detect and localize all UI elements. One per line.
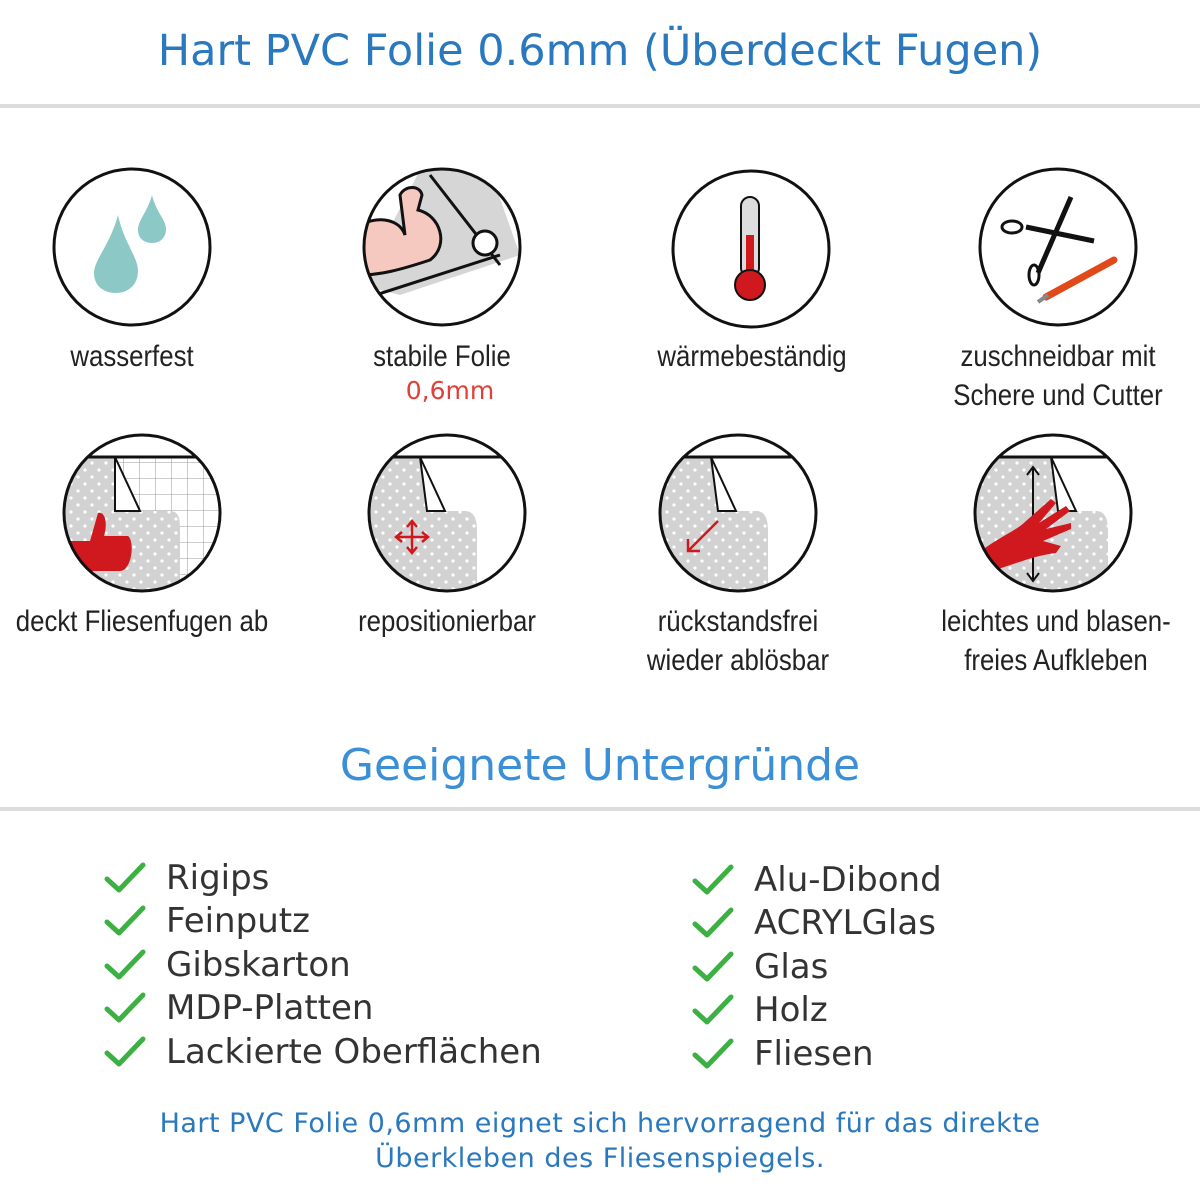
list-item-label: Gibskarton xyxy=(166,945,351,985)
list-item: Fliesen xyxy=(692,1032,874,1076)
feature-label-stabile-folie: stabile Folie xyxy=(373,340,511,373)
water-drops-icon xyxy=(52,167,212,327)
list-item-label: MDP-Platten xyxy=(166,988,374,1028)
hand-smooth-icon xyxy=(973,433,1133,593)
feature-label-fliesenfugen: deckt Fliesenfugen ab xyxy=(15,605,269,638)
feature-label-repositionierbar: repositionierbar xyxy=(358,605,536,638)
divider xyxy=(0,104,1200,108)
list-item: Feinputz xyxy=(104,899,310,943)
checkmark-icon xyxy=(692,1038,734,1069)
peel-arrow-icon xyxy=(658,433,818,593)
page-title: Hart PVC Folie 0.6mm (Überdeckt Fugen) xyxy=(157,26,1043,76)
move-arrows-icon xyxy=(367,433,527,593)
thumbs-up-tiles-icon xyxy=(62,433,222,593)
footer-line-2: Überkleben des Fliesenspiegels. xyxy=(375,1143,825,1174)
feature-label-waermebestaendig: wärmebeständig xyxy=(657,340,847,373)
list-item-label: Feinputz xyxy=(166,901,310,941)
list-item: Gibskarton xyxy=(104,943,351,987)
feature-sublabel-thickness: 0,6mm xyxy=(405,376,495,405)
list-item-label: Lackierte Oberflächen xyxy=(166,1032,542,1072)
list-item-label: ACRYLGlas xyxy=(754,903,936,943)
list-item: Alu-Dibond xyxy=(692,858,942,902)
feature-label-zuschneidbar-2: Schere und Cutter xyxy=(953,379,1163,412)
list-item: Lackierte Oberflächen xyxy=(104,1030,542,1074)
strong-arm-icon xyxy=(362,167,522,327)
feature-label-rueckstandsfrei-2: wieder ablösbar xyxy=(646,644,830,677)
footer-line-1: Hart PVC Folie 0,6mm eignet sich hervorr… xyxy=(159,1108,1041,1139)
checkmark-icon xyxy=(692,994,734,1025)
checkmark-icon xyxy=(692,951,734,982)
scissors-cutter-icon xyxy=(978,167,1138,327)
list-item-label: Holz xyxy=(754,990,828,1030)
list-item-label: Fliesen xyxy=(754,1034,874,1074)
list-item: Glas xyxy=(692,945,828,989)
section-title: Geeignete Untergründe xyxy=(339,740,861,791)
list-item-label: Rigips xyxy=(166,858,270,898)
checkmark-icon xyxy=(104,992,146,1023)
checkmark-icon xyxy=(692,864,734,895)
list-item-label: Alu-Dibond xyxy=(754,860,942,900)
feature-label-rueckstandsfrei: rückstandsfrei xyxy=(657,605,819,638)
divider xyxy=(0,807,1200,811)
feature-label-aufkleben: leichtes und blasen- xyxy=(941,605,1171,638)
checkmark-icon xyxy=(104,905,146,936)
list-item: Rigips xyxy=(104,856,269,900)
checkmark-icon xyxy=(104,862,146,893)
list-item: MDP-Platten xyxy=(104,986,373,1030)
checkmark-icon xyxy=(104,1036,146,1067)
thermometer-icon xyxy=(671,169,831,329)
footer-note: Hart PVC Folie 0,6mm eignet sich hervorr… xyxy=(0,1106,1200,1176)
feature-label-wasserfest: wasserfest xyxy=(70,340,194,373)
feature-label-aufkleben-2: freies Aufkleben xyxy=(964,644,1148,677)
list-item: ACRYLGlas xyxy=(692,901,936,945)
list-item-label: Glas xyxy=(754,947,829,987)
feature-label-zuschneidbar: zuschneidbar mit xyxy=(960,340,1156,373)
list-item: Holz xyxy=(692,988,828,1032)
checkmark-icon xyxy=(104,949,146,980)
checkmark-icon xyxy=(692,907,734,938)
